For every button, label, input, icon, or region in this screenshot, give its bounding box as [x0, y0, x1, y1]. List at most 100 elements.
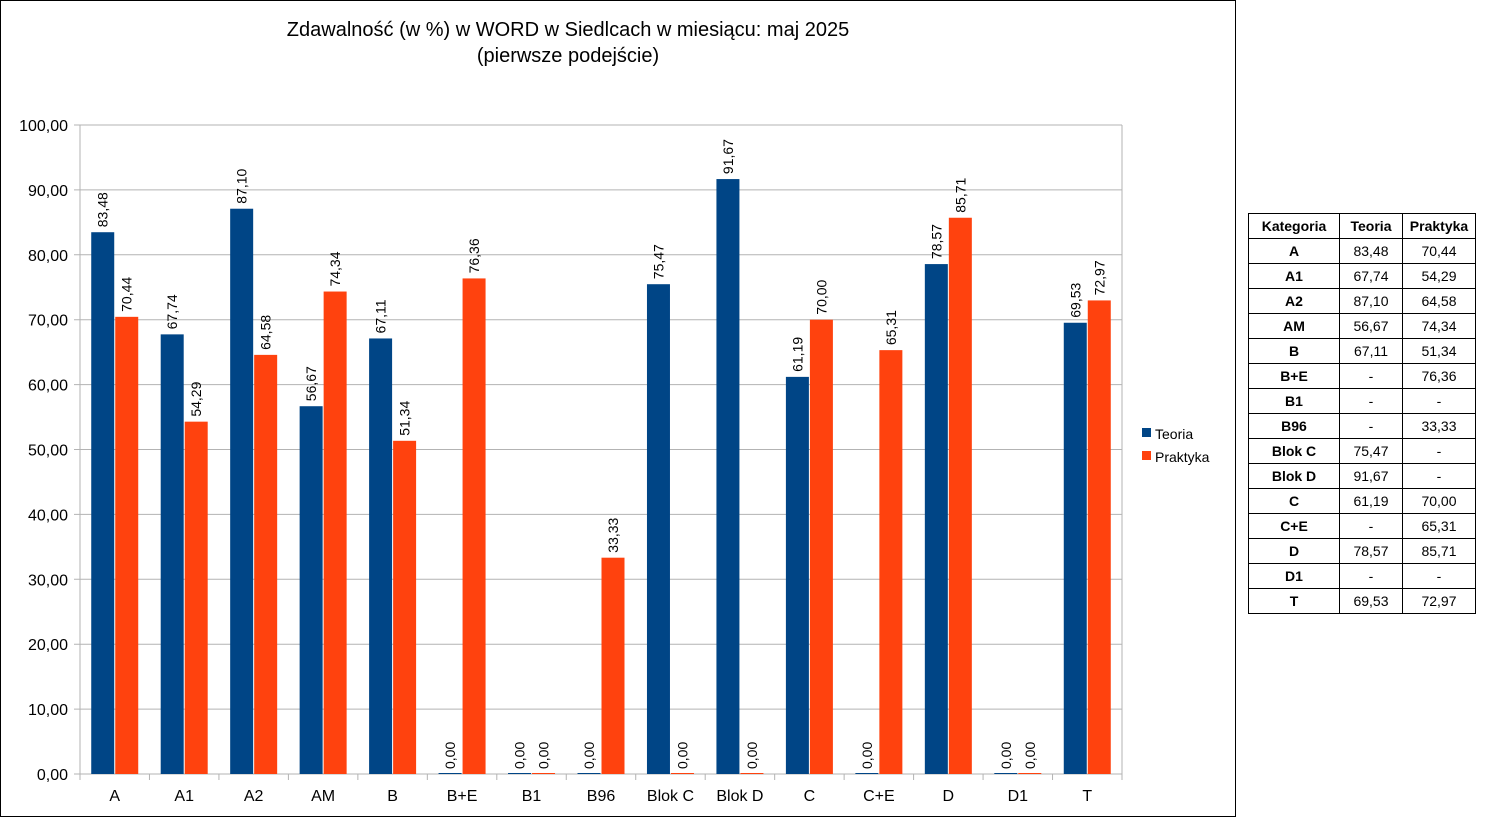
chart-title-line-2: (pierwsze podejście) — [477, 45, 659, 67]
bar-teoria-blok-c — [646, 284, 670, 774]
data-label-teoria: 91,67 — [720, 139, 736, 174]
data-label-teoria: 0,00 — [442, 742, 458, 769]
bar-praktyka-b-e — [462, 278, 486, 774]
data-label-praktyka: 65,31 — [883, 310, 899, 345]
bar-praktyka-a — [115, 316, 139, 774]
bar-teoria-a — [91, 232, 115, 775]
x-tick-label: B1 — [522, 788, 542, 805]
bar-praktyka-a1 — [184, 421, 208, 774]
bar-praktyka-b1 — [532, 773, 556, 774]
bar-praktyka-blok-c — [670, 773, 694, 774]
bar-teoria-b-e — [438, 773, 462, 774]
data-label-teoria: 83,48 — [95, 192, 111, 227]
table-cell-teoria: - — [1339, 363, 1403, 389]
bar-teoria-b1 — [508, 773, 532, 774]
header-teoria: Teoria — [1339, 213, 1403, 239]
y-tick-label: 100,00 — [19, 118, 68, 135]
table-cell-teoria: 56,67 — [1339, 313, 1403, 339]
x-tick-label: D1 — [1008, 788, 1029, 805]
chart-title-line-1: Zdawalność (w %) w WORD w Siedlcach w mi… — [287, 19, 849, 41]
table-cell-praktyka: 70,44 — [1402, 238, 1476, 264]
table-cell-praktyka: 51,34 — [1402, 338, 1476, 364]
table-cell-teoria: 83,48 — [1339, 238, 1403, 264]
data-label-praktyka: 0,00 — [1022, 742, 1038, 769]
bar-teoria-b96 — [577, 773, 601, 774]
table-cell-teoria: 87,10 — [1339, 288, 1403, 314]
x-tick-label: B96 — [587, 788, 616, 805]
x-tick-label: B+E — [447, 788, 478, 805]
table-cell-teoria: 78,57 — [1339, 538, 1403, 564]
bar-teoria-d — [924, 264, 948, 774]
data-label-praktyka: 70,44 — [119, 277, 135, 312]
data-labels: 83,48 70,44 67,74 54,29 87,10 64,58 56,67 74,34… — [95, 139, 1108, 769]
header-kategoria: Kategoria — [1248, 213, 1340, 239]
table-cell-praktyka: - — [1402, 388, 1476, 414]
legend-swatch-teoria — [1142, 428, 1151, 437]
y-tick-label: 20,00 — [28, 637, 68, 654]
table-cell-category: T — [1248, 588, 1340, 614]
table-cell-teoria: 61,19 — [1339, 488, 1403, 514]
bar-teoria-c — [785, 376, 809, 774]
bar-praktyka-blok-d — [740, 773, 764, 774]
table-cell-praktyka: - — [1402, 563, 1476, 589]
table-cell-category: Blok D — [1248, 463, 1340, 489]
legend-swatch-praktyka — [1142, 451, 1151, 460]
data-label-teoria: 69,53 — [1067, 283, 1083, 318]
table-cell-category: C+E — [1248, 513, 1340, 539]
table-cell-category: A1 — [1248, 263, 1340, 289]
y-tick-label: 80,00 — [28, 248, 68, 265]
bar-teoria-b — [369, 338, 393, 774]
table-cell-category: C — [1248, 488, 1340, 514]
x-tick-label: Blok D — [716, 788, 763, 805]
data-label-teoria: 67,11 — [373, 299, 389, 333]
table-cell-praktyka: 65,31 — [1402, 513, 1476, 539]
bar-teoria-a2 — [230, 208, 254, 774]
data-label-praktyka: 0,00 — [674, 742, 690, 769]
data-label-praktyka: 64,58 — [258, 315, 274, 350]
data-label-teoria: 61,19 — [789, 337, 805, 372]
table-cell-category: AM — [1248, 313, 1340, 339]
bar-praktyka-am — [323, 291, 347, 774]
bar-teoria-t — [1063, 322, 1087, 774]
bars — [91, 179, 1111, 775]
bar-praktyka-d1 — [1018, 773, 1042, 774]
table-cell-teoria: - — [1339, 388, 1403, 414]
table-cell-teoria: - — [1339, 513, 1403, 539]
x-axis-tick-labels: A A1 A2 AM B B+E B1 B96 Blok C Blok D C C+E D D1 T — [109, 788, 1092, 805]
data-label-praktyka: 85,71 — [952, 177, 968, 212]
data-label-praktyka: 74,34 — [327, 251, 343, 286]
x-tick-label: T — [1082, 788, 1092, 805]
legend: Teoria Praktyka — [1142, 426, 1210, 465]
table-cell-category: B1 — [1248, 388, 1340, 414]
header-praktyka: Praktyka — [1402, 213, 1476, 239]
bar-chart: Zdawalność (w %) w WORD w Siedlcach w mi… — [19, 19, 1210, 805]
table-cell-teoria: - — [1339, 413, 1403, 439]
bar-praktyka-b — [393, 440, 417, 774]
y-tick-label: 0,00 — [37, 767, 68, 784]
data-label-teoria: 75,47 — [650, 244, 666, 279]
table-cell-teoria: 67,74 — [1339, 263, 1403, 289]
table-cell-category: A2 — [1248, 288, 1340, 314]
table-cell-category: B96 — [1248, 413, 1340, 439]
table-cell-teoria: 67,11 — [1339, 338, 1403, 364]
table-cell-praktyka: 74,34 — [1402, 313, 1476, 339]
data-label-teoria: 0,00 — [581, 742, 597, 769]
data-label-teoria: 0,00 — [859, 742, 875, 769]
y-tick-label: 40,00 — [28, 507, 68, 524]
bar-praktyka-t — [1087, 300, 1111, 774]
legend-label-praktyka: Praktyka — [1155, 449, 1210, 465]
data-label-teoria: 87,10 — [234, 168, 250, 203]
bar-teoria-d1 — [994, 773, 1018, 774]
bar-praktyka-c-e — [879, 350, 903, 774]
x-tick-label: B — [387, 788, 398, 805]
table-cell-praktyka: 85,71 — [1402, 538, 1476, 564]
x-tick-label: AM — [311, 788, 335, 805]
data-label-teoria: 67,74 — [164, 294, 180, 329]
table-cell-category: Blok C — [1248, 438, 1340, 464]
data-label-teoria: 0,00 — [512, 742, 528, 769]
x-tick-label: Blok C — [647, 788, 694, 805]
table-cell-category: D — [1248, 538, 1340, 564]
y-tick-label: 30,00 — [28, 572, 68, 589]
bar-teoria-a1 — [160, 334, 184, 774]
data-label-praktyka: 0,00 — [744, 742, 760, 769]
